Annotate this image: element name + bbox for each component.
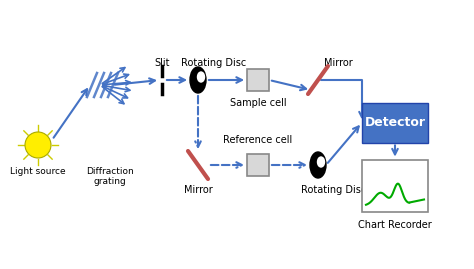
Text: Rotating Disc: Rotating Disc	[182, 58, 246, 68]
FancyBboxPatch shape	[362, 102, 428, 143]
Bar	[362, 160, 428, 211]
Text: Slit: Slit	[154, 58, 170, 68]
Ellipse shape	[310, 152, 326, 178]
Ellipse shape	[198, 72, 204, 82]
Ellipse shape	[318, 157, 325, 167]
Text: Diffraction
grating: Diffraction grating	[86, 167, 134, 186]
Ellipse shape	[190, 67, 206, 93]
Text: Light source: Light source	[10, 167, 66, 176]
Text: Rotating Disc: Rotating Disc	[301, 185, 366, 195]
Text: Reference cell: Reference cell	[223, 135, 292, 145]
Text: Sample cell: Sample cell	[230, 98, 286, 108]
Bar	[247, 69, 269, 91]
Text: Mirror: Mirror	[324, 58, 352, 68]
Text: Detector: Detector	[365, 116, 426, 129]
Text: Mirror: Mirror	[183, 185, 212, 195]
Circle shape	[25, 132, 51, 158]
Text: Chart Recorder: Chart Recorder	[358, 220, 432, 229]
Bar	[247, 154, 269, 176]
